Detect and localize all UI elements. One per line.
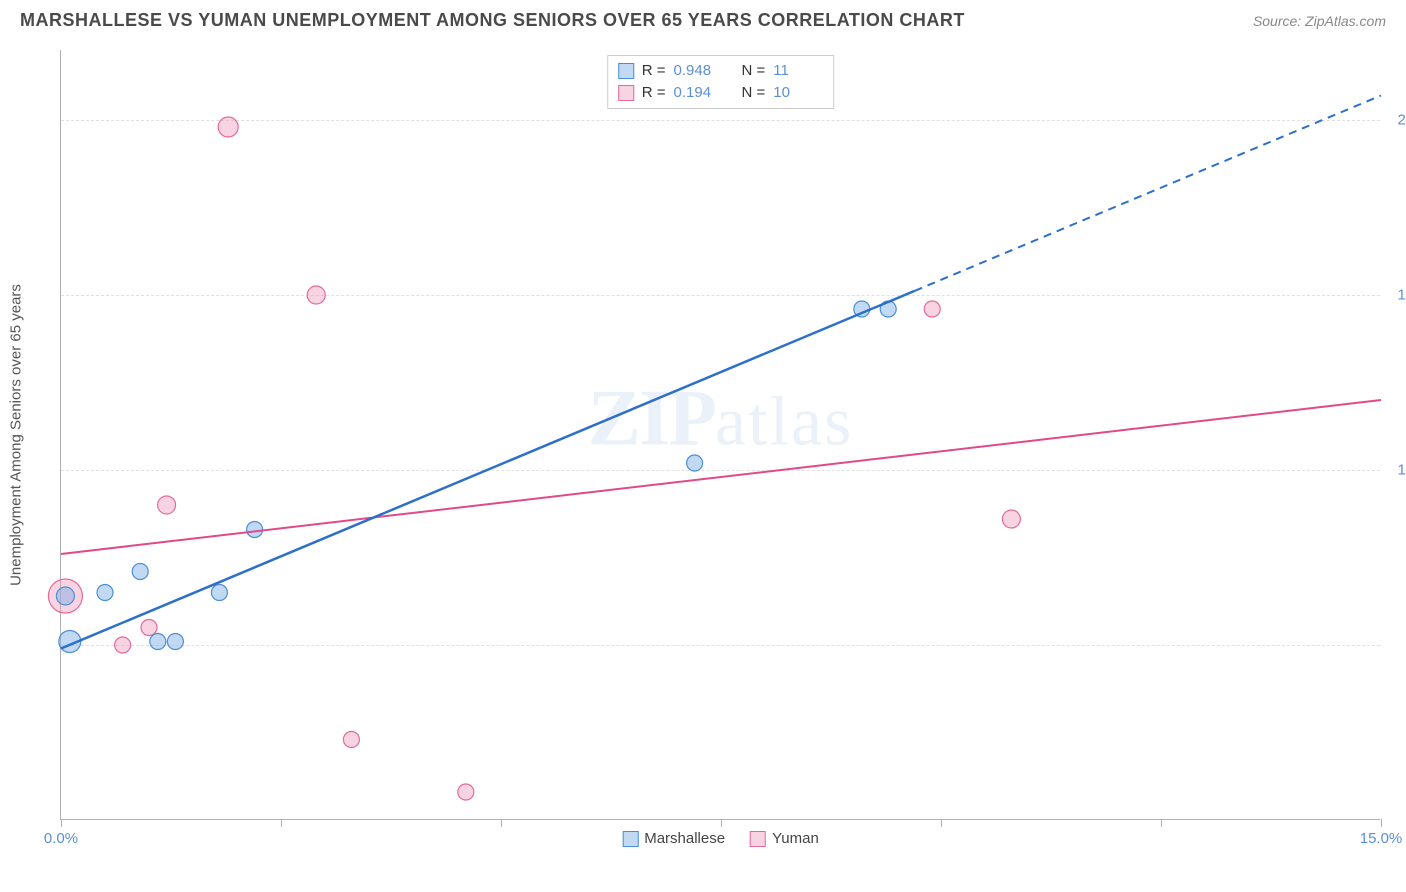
r-label: R = [642,60,666,82]
header: MARSHALLESE VS YUMAN UNEMPLOYMENT AMONG … [0,0,1406,36]
n-value-marshallese: 11 [773,60,823,82]
data-point [687,455,703,471]
data-point [343,732,359,748]
x-tick [61,819,62,827]
legend-row-yuman: R = 0.194 N = 10 [618,82,824,104]
swatch-yuman [750,831,766,847]
scatter-plot-svg [61,50,1380,819]
legend-row-marshallese: R = 0.948 N = 11 [618,60,824,82]
data-point [132,564,148,580]
y-axis-label: Unemployment Among Seniors over 65 years [8,284,25,586]
swatch-yuman [618,85,634,101]
x-tick [501,819,502,827]
chart-title: MARSHALLESE VS YUMAN UNEMPLOYMENT AMONG … [20,10,965,31]
r-value-marshallese: 0.948 [674,60,724,82]
data-point [141,620,157,636]
n-value-yuman: 10 [773,82,823,104]
chart-plot-area: Unemployment Among Seniors over 65 years… [60,50,1380,820]
r-label: R = [642,82,666,104]
x-tick [1161,819,1162,827]
x-tick-label: 0.0% [44,830,78,847]
legend-label-yuman: Yuman [772,830,819,847]
data-point [1002,510,1020,528]
y-tick-label: 15.0% [1385,287,1406,304]
x-tick-label: 15.0% [1360,830,1403,847]
x-tick [1381,819,1382,827]
x-tick [281,819,282,827]
r-value-yuman: 0.194 [674,82,724,104]
data-point [211,585,227,601]
swatch-marshallese [622,831,638,847]
data-point [218,117,238,137]
legend-label-marshallese: Marshallese [644,830,725,847]
data-point [458,784,474,800]
data-point [247,522,263,538]
legend-item-marshallese: Marshallese [622,830,725,847]
correlation-legend: R = 0.948 N = 11 R = 0.194 N = 10 [607,55,835,109]
x-tick [941,819,942,827]
data-point [307,286,325,304]
trend-line-marshallese-dashed [915,96,1381,291]
data-point [115,637,131,653]
data-point [158,496,176,514]
source-attribution: Source: ZipAtlas.com [1253,13,1386,29]
trend-line-yuman [61,400,1381,554]
x-tick [721,819,722,827]
data-point [97,585,113,601]
n-label: N = [742,82,766,104]
data-point [150,634,166,650]
data-point [167,634,183,650]
y-tick-label: 5.0% [1385,637,1406,654]
legend-item-yuman: Yuman [750,830,819,847]
n-label: N = [742,60,766,82]
y-tick-label: 20.0% [1385,112,1406,129]
series-legend: Marshallese Yuman [622,830,819,847]
y-tick-label: 10.0% [1385,462,1406,479]
data-point [924,301,940,317]
swatch-marshallese [618,63,634,79]
data-point [56,587,74,605]
